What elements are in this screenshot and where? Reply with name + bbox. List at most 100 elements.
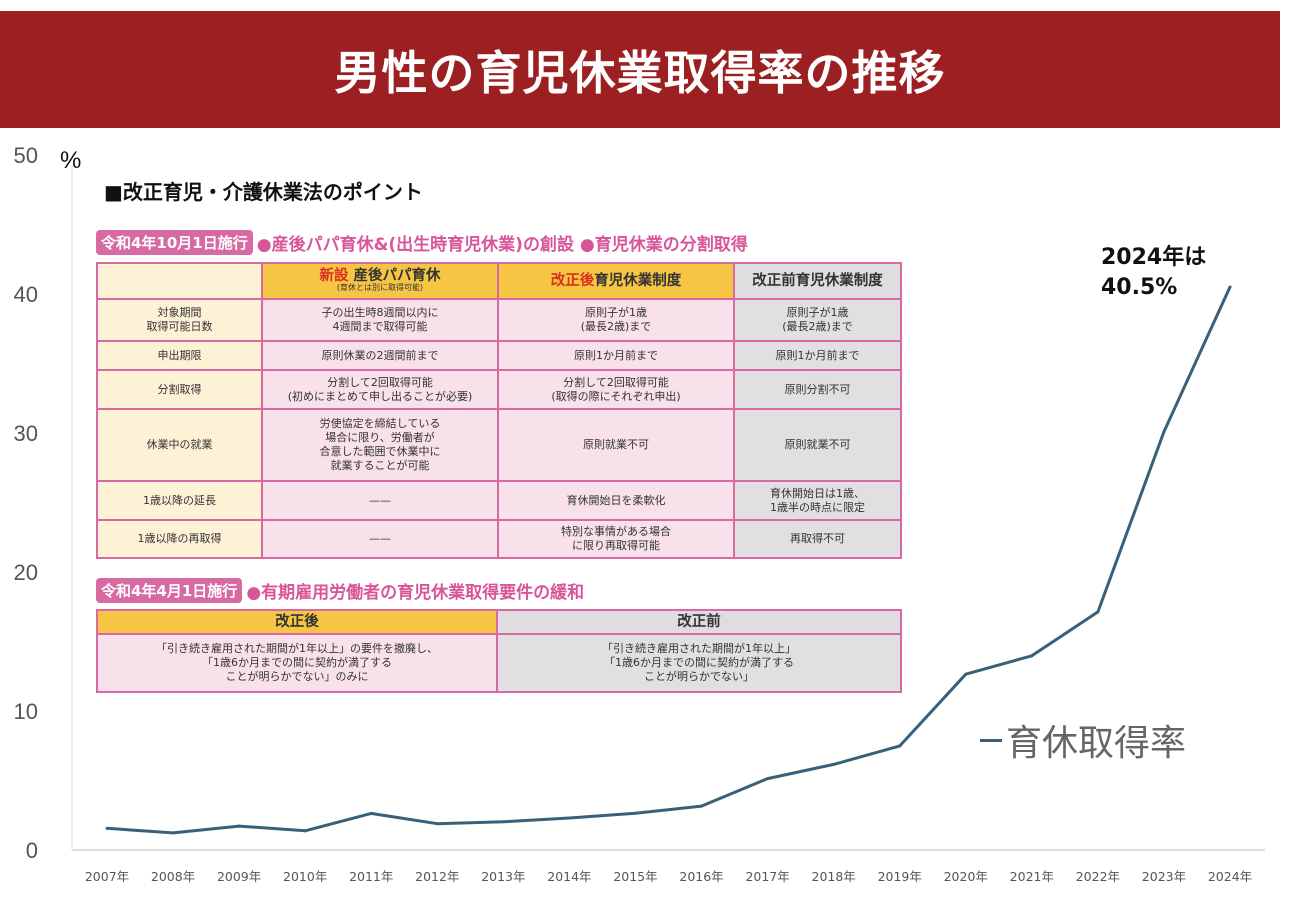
info-heading: ■改正育児・介護休業法のポイント <box>104 180 423 204</box>
cell-label: 対象期間 取得可能日数 <box>96 298 263 342</box>
t2-after-line: ことが明らかでない」のみに <box>225 670 369 683</box>
cell-line: 対象期間 <box>157 306 202 319</box>
y-tick-label: 10 <box>14 699 38 724</box>
cell-label: 申出期限 <box>96 340 263 371</box>
section2-title: 令和4年4月1日施行 ●有期雇用労働者の育児休業取得要件の緩和 <box>96 578 584 603</box>
table-row: 休業中の就業 労使協定を締結している 場合に限り、労働者が 合意した範囲で休業中に 就業… <box>96 408 902 482</box>
legend-swatch <box>980 738 1002 742</box>
cell-line: 場合に限り、労働者が <box>325 431 435 444</box>
x-tick-label: 2021年 <box>1010 869 1054 884</box>
cell-line: 原則1か月前まで <box>775 348 860 362</box>
cell-line: 再取得不可 <box>790 532 845 545</box>
header-after-prefix: 改正後 <box>550 273 595 289</box>
cell-line: 分割して2回取得可能 <box>563 375 669 389</box>
cell-after: 原則1か月前まで <box>497 340 735 371</box>
data-point <box>1228 285 1232 289</box>
fixed-term-worker-table: 改正後 改正前 「引き続き雇用された期間が1年以上」の要件を撤廃し、 「1歳6か… <box>96 609 902 693</box>
header-after-title: 育児休業制度 <box>594 273 682 289</box>
legend-label: 育休取得率 <box>1006 723 1187 764</box>
cell-before: 原則1か月前まで <box>733 340 902 371</box>
cell-line: (最長2歳)まで <box>782 320 853 333</box>
cell-after: 育休開始日を柔軟化 <box>497 480 735 521</box>
data-point <box>171 831 175 835</box>
x-tick-label: 2016年 <box>679 869 723 884</box>
x-tick-label: 2014年 <box>547 869 591 884</box>
cell-new: 分割して2回取得可能 (初めにまとめて申し出ることが必要) <box>261 369 499 410</box>
table-row: 対象期間 取得可能日数 子の出生時8週間以内に 4週間まで取得可能 原則子が1歳 (最長2… <box>96 298 902 342</box>
section2-text: ●有期雇用労働者の育児休業取得要件の緩和 <box>246 583 585 603</box>
data-point <box>105 826 109 830</box>
data-point <box>898 744 902 748</box>
cell-line: 休業中の就業 <box>146 438 213 451</box>
cell-line: 原則分割不可 <box>784 382 851 396</box>
annotation-2024: 2024年は 40.5% <box>1101 243 1206 303</box>
header-after-revision: 改正後育児休業制度 <box>497 262 735 300</box>
table-row: 1歳以降の再取得 —— 特別な事情がある場合 に限り再取得可能 再取得不可 <box>96 519 902 559</box>
cell-line: 分割して2回取得可能 <box>327 375 433 389</box>
cell-new: 労使協定を締結している 場合に限り、労働者が 合意した範囲で休業中に 就業することが可… <box>261 408 499 482</box>
header-new-system: 新設 産後パパ育休 (育休とは別に取得可能) <box>261 262 499 300</box>
data-point <box>567 816 571 820</box>
annotation-line1: 2024年は <box>1101 245 1207 270</box>
cell-line: 合意した範囲で休業中に <box>319 445 441 458</box>
data-point <box>766 777 770 781</box>
section1-title: 令和4年10月1日施行 ●産後パパ育休&(出生時育児休業)の創設 ●育児休業の分… <box>96 230 748 255</box>
data-point <box>369 811 373 815</box>
cell-line: —— <box>369 493 391 507</box>
y-tick-label: 0 <box>26 838 38 863</box>
cell-label: 1歳以降の再取得 <box>96 519 263 559</box>
x-tick-label: 2023年 <box>1142 869 1186 884</box>
cell-before: 育休開始日は1歳、 1歳半の時点に限定 <box>733 480 902 521</box>
t2-header-after: 改正後 <box>96 609 498 635</box>
title-banner: 男性の育児休業取得率の推移 <box>0 11 1280 128</box>
data-point <box>435 822 439 826</box>
cell-line: 原則子が1歳 <box>585 306 647 319</box>
cell-line: 取得可能日数 <box>146 320 213 333</box>
y-tick-label: 50 <box>14 143 38 168</box>
cell-after: 分割して2回取得可能 (取得の際にそれぞれ申出) <box>497 369 735 410</box>
cell-line: (初めにまとめて申し出ることが必要) <box>287 389 473 403</box>
cell-new: —— <box>261 519 499 559</box>
cell-line: 就業することが可能 <box>330 459 430 472</box>
header-new-prefix: 新設 <box>319 268 349 284</box>
cell-line: (取得の際にそれぞれ申出) <box>551 389 681 403</box>
data-point <box>832 762 836 766</box>
x-tick-label: 2018年 <box>812 869 856 884</box>
cell-after: 原則子が1歳 (最長2歳)まで <box>497 298 735 342</box>
header-new-sub: (育休とは別に取得可能) <box>336 283 424 292</box>
cell-line: 子の出生時8週間以内に <box>321 306 439 319</box>
paternity-leave-table: 新設 産後パパ育休 (育休とは別に取得可能) 改正後育児休業制度 改正前育児休業… <box>96 262 902 559</box>
cell-line: 育休開始日を柔軟化 <box>566 493 666 507</box>
page-title: 男性の育児休業取得率の推移 <box>334 45 946 100</box>
cell-line: 特別な事情がある場合 <box>561 525 671 538</box>
section1-text: ●産後パパ育休&(出生時育児休業)の創設 ●育児休業の分割取得 <box>256 235 748 255</box>
x-tick-label: 2013年 <box>481 869 525 884</box>
data-point <box>237 824 241 828</box>
cell-line: 原則子が1歳 <box>786 306 849 319</box>
x-tick-label: 2012年 <box>415 869 459 884</box>
header-new-title: 産後パパ育休 <box>353 268 441 284</box>
x-tick-label: 2020年 <box>944 869 988 884</box>
cell-new: —— <box>261 480 499 521</box>
cell-label: 休業中の就業 <box>96 408 263 482</box>
x-tick-label: 2022年 <box>1076 869 1120 884</box>
cell-line: 原則就業不可 <box>784 438 851 451</box>
data-point <box>633 811 637 815</box>
cell-line: 原則1か月前まで <box>574 348 658 362</box>
t2-after-cell: 「引き続き雇用された期間が1年以上」の要件を撤廃し、 「1歳6か月までの間に契約… <box>96 633 498 693</box>
y-tick-label: 20 <box>14 560 38 585</box>
x-tick-label: 2024年 <box>1208 869 1252 884</box>
chart-legend: 育休取得率 <box>980 714 1186 766</box>
cell-line: (最長2歳)まで <box>580 320 652 333</box>
series-line <box>106 286 1232 835</box>
cell-before: 原則子が1歳 (最長2歳)まで <box>733 298 902 342</box>
table-row: 1歳以降の延長 —— 育休開始日を柔軟化 育休開始日は1歳、 1歳半の時点に限定 <box>96 480 902 521</box>
series-group <box>105 285 1232 835</box>
x-tick-label: 2011年 <box>349 869 393 884</box>
data-point <box>1096 610 1100 614</box>
cell-before: 原則就業不可 <box>733 408 902 482</box>
t2-before-line: ことが明らかでない」 <box>644 670 754 683</box>
header-blank <box>96 262 263 300</box>
data-point <box>303 829 307 833</box>
y-axis-unit: % <box>60 147 81 174</box>
